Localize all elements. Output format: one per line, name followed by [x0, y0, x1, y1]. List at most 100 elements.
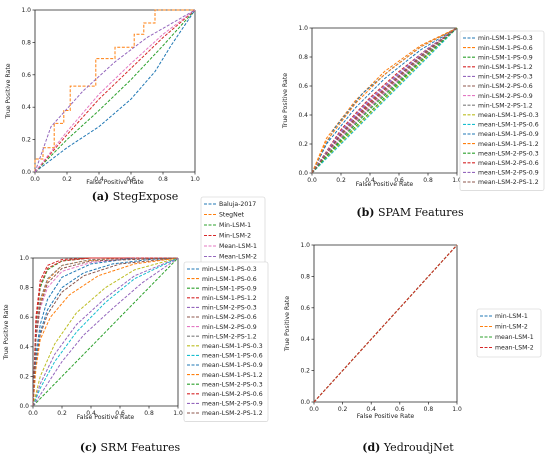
- legend-entry: min-LSM-1-PS-1.2: [478, 64, 533, 71]
- x-tick-label: 0.0: [30, 176, 40, 183]
- legend-entry: mean-LSM-1-PS-1.2: [478, 141, 539, 148]
- panel-srm-features: 0.0 0.2 0.4 0.6 0.8 1.0 0.0 0.2 0.4 0.6 0.8 1.0 Fals…: [3, 255, 269, 454]
- panel-yedroudjnet: 0.0 0.2 0.4 0.6 0.8 1.0 0.0 0.2 0.4 0.6 0.8 1.0 Fals…: [284, 242, 542, 454]
- series-line-min-LSM-1-PS-0.3: [311, 27, 458, 174]
- series-line-mean-LSM-1-PS-1.2: [311, 27, 458, 174]
- legend-entry: mean-LSM-1-PS-0.9: [202, 362, 263, 369]
- series-line-mean-LSM-2-PS-1.2: [311, 27, 458, 174]
- x-axis-label: False Positive Rate: [86, 179, 144, 186]
- x-axis-label: False Positive Rate: [356, 181, 414, 188]
- series-line-min-LSM-2-PS-1.2: [311, 27, 458, 174]
- legend-entry: min-LSM-2-PS-1.2: [202, 333, 257, 340]
- legend-entry: StegNet: [219, 212, 245, 219]
- panel-caption: (a) StegExpose: [92, 190, 179, 203]
- y-tick-label: 0.0: [298, 170, 308, 177]
- legend-box: [476, 308, 542, 358]
- series-line-min-LSM-2-PS-0.6: [311, 27, 458, 174]
- legend-entry: mean-LSM-2-PS-0.6: [478, 160, 539, 167]
- x-tick-label: 0.0: [28, 410, 38, 417]
- y-axis-label: True Positive Rate: [284, 296, 291, 352]
- legend-entry: mean-LSM-1-PS-1.2: [202, 372, 263, 379]
- legend-entry: mean-LSM-2-PS-0.3: [202, 381, 263, 388]
- legend-entry: min-LSM-2-PS-0.3: [478, 74, 533, 81]
- x-tick-label: 0.2: [336, 177, 346, 184]
- legend-entry: min-LSM-2-PS-0.9: [202, 324, 257, 331]
- legend-entry: mean-LSM-2-PS-0.9: [478, 170, 539, 177]
- legend-entry: min-LSM-2-PS-0.6: [478, 83, 533, 90]
- x-tick-label: 1.0: [452, 177, 462, 184]
- legend-entry: mean-LSM-2-PS-0.6: [202, 391, 263, 398]
- caption-tag: (c): [80, 441, 97, 454]
- caption-tag: (b): [356, 206, 374, 219]
- legend-box: [459, 30, 545, 191]
- y-tick-label: 1.0: [19, 255, 29, 262]
- caption-tag: (a): [92, 190, 110, 203]
- series-line-mean-LSM-2-PS-0.3: [32, 257, 179, 407]
- legend-entry: Mean-LSM-1: [219, 243, 257, 250]
- series-line-Mean-LSM-1: [34, 9, 196, 173]
- legend-entry: min-LSM-2-PS-1.2: [478, 102, 533, 109]
- y-tick-label: 0.6: [19, 314, 29, 321]
- y-tick-label: 1.0: [21, 7, 31, 14]
- series-line-mean-LSM-2-PS-0.3: [311, 27, 458, 174]
- y-tick-label: 1.0: [298, 25, 308, 32]
- series-line-mean-LSM-1-PS-0.3: [32, 257, 179, 407]
- legend-entry: mean-LSM-1-PS-0.9: [478, 131, 539, 138]
- panel-stegexpose: 0.0 0.2 0.4 0.6 0.8 1.0 0.0 0.2 0.4 0.6 0.8 1.0 Fals…: [5, 7, 266, 267]
- x-tick-label: 0.6: [395, 406, 405, 413]
- x-tick-label: 0.4: [365, 177, 375, 184]
- series-line-mean-LSM-1-PS-0.9: [32, 257, 178, 407]
- x-tick-label: 0.2: [62, 176, 72, 183]
- series-line-Min-LSM-1: [34, 9, 196, 173]
- legend-entry: mean-LSM-2-PS-1.2: [478, 179, 539, 186]
- series-line-mean-LSM-1-PS-0.3: [311, 27, 458, 174]
- legend-entry: min-LSM-1-PS-0.3: [202, 266, 257, 273]
- x-tick-label: 0.8: [423, 177, 433, 184]
- x-tick-label: 0.4: [366, 406, 376, 413]
- x-tick-label: 0.0: [309, 406, 319, 413]
- x-tick-label: 0.2: [338, 406, 348, 413]
- legend-entry: mean-LSM-1: [495, 334, 534, 341]
- x-tick-label: 0.2: [57, 410, 67, 417]
- series-line-mean-LSM-1-PS-0.6: [311, 27, 458, 174]
- series-line-mean-LSM-1-PS-0.6: [32, 257, 179, 407]
- legend-entry: mean-LSM-2-PS-1.2: [202, 410, 263, 417]
- series-line-Mean-LSM-2: [34, 9, 196, 173]
- panel-caption: (c) SRM Features: [80, 441, 181, 454]
- legend-entry: mean-LSM-2-PS-0.9: [202, 401, 263, 408]
- legend-entry: min-LSM-1-PS-0.9: [202, 285, 257, 292]
- x-tick-label: 0.8: [424, 406, 434, 413]
- legend-entry: min-LSM-1: [495, 313, 528, 320]
- y-tick-label: 0.4: [21, 104, 31, 111]
- y-axis-label: True Positive Rate: [3, 304, 10, 360]
- series-line-min-LSM-2-PS-0.9: [311, 27, 458, 174]
- series-line-mean-LSM-1-PS-1.2: [32, 257, 179, 407]
- y-tick-label: 0.6: [21, 72, 31, 79]
- y-tick-label: 0.0: [300, 399, 310, 406]
- legend-entry: min-LSM-1-PS-0.6: [202, 276, 257, 283]
- series-line-StegNet: [34, 9, 195, 172]
- y-tick-label: 0.0: [21, 169, 31, 176]
- y-tick-label: 0.2: [300, 368, 310, 375]
- y-tick-label: 0.6: [298, 83, 308, 90]
- legend-entry: Baluja-2017: [219, 201, 256, 208]
- series-line-mean-LSM-2: [313, 244, 458, 403]
- legend-entry: Min-LSM-1: [219, 222, 251, 229]
- legend-box: [183, 261, 269, 422]
- y-tick-label: 0.2: [298, 141, 308, 148]
- series-line-min-LSM-1-PS-0.3: [32, 257, 179, 407]
- y-tick-label: 0.8: [21, 39, 31, 46]
- legend-entry: mean-LSM-1-PS-0.6: [478, 122, 539, 129]
- x-tick-label: 0.4: [86, 410, 96, 417]
- legend-entry: min-LSM-1-PS-0.3: [478, 35, 533, 42]
- series-line-mean-LSM-2-PS-1.2: [32, 257, 179, 407]
- caption-text: SPAM Features: [378, 206, 464, 219]
- series-line-mean-LSM-2-PS-0.9: [32, 257, 179, 407]
- series-line-Baluja-2017: [34, 9, 196, 173]
- y-tick-label: 0.2: [19, 373, 29, 380]
- y-tick-label: 0.8: [19, 285, 29, 292]
- y-tick-label: 0.4: [300, 336, 310, 343]
- legend-entry: mean-LSM-1-PS-0.3: [478, 112, 539, 119]
- y-axis-label: True Positive Rate: [5, 63, 12, 119]
